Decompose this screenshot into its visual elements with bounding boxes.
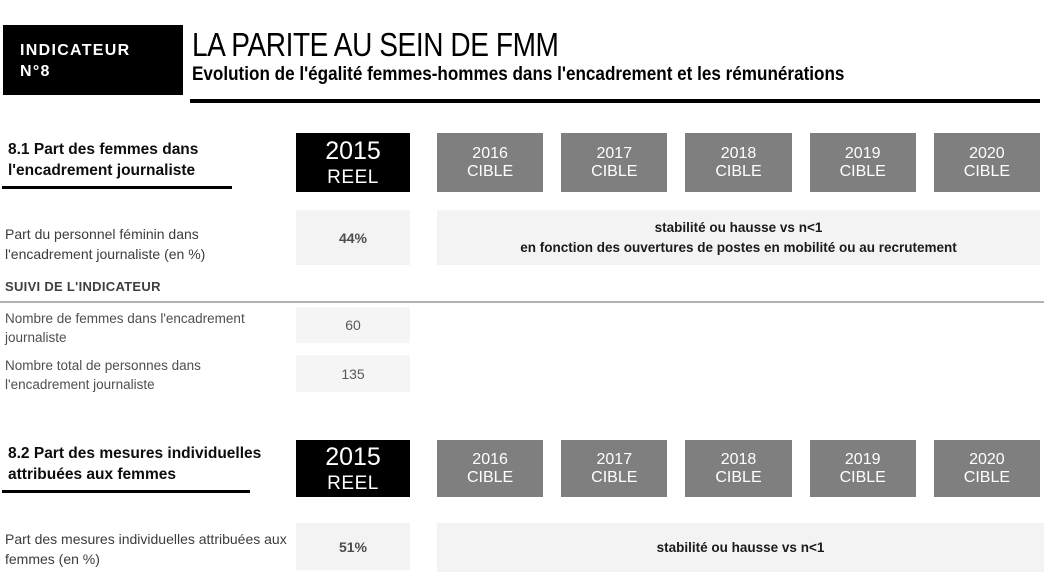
page-title: LA PARITE AU SEIN DE FMM (192, 26, 559, 63)
year-type: CIBLE (591, 468, 638, 486)
title-rule (190, 99, 1040, 103)
year-header-2019-cible: 2019 CIBLE (809, 440, 916, 497)
year-type: CIBLE (839, 162, 886, 180)
year-header-2015-reel: 2015 REEL (296, 440, 410, 497)
year-header-2016-cible: 2016 CIBLE (437, 440, 544, 497)
year-type: REEL (327, 166, 379, 188)
year-type: CIBLE (963, 162, 1011, 180)
target-text-line1: stabilité ou hausse vs n<1 (656, 540, 825, 555)
indicator-8-2-target-cell: stabilité ou hausse vs n<1 (437, 523, 1044, 572)
year-value: 2020 (969, 450, 1005, 468)
year-header-2017-cible: 2017 CIBLE (561, 440, 668, 497)
year-header-2020-cible: 2020 CIBLE (933, 440, 1041, 497)
indicator-number: N°8 (20, 63, 51, 80)
year-type: CIBLE (715, 162, 762, 180)
year-value: 2017 (596, 144, 633, 162)
indicator-8-2-label: Part des mesures individuelles attribuée… (5, 531, 287, 567)
tracking-row-value: 135 (296, 355, 410, 392)
indicator-8-2-real-value: 51% (296, 523, 410, 570)
year-header-2019-cible: 2019 CIBLE (809, 133, 916, 192)
year-value: 2015 (325, 136, 381, 165)
year-header-2017-cible: 2017 CIBLE (561, 133, 668, 192)
year-header-2018-cible: 2018 CIBLE (685, 133, 792, 192)
target-text-line1: stabilité ou hausse vs n<1 (654, 219, 823, 235)
tracking-row-value: 60 (296, 307, 410, 343)
year-type: CIBLE (466, 468, 514, 486)
section-8-1-rule (2, 186, 232, 189)
tracking-rule (0, 301, 1044, 303)
indicator-badge: INDICATEUR N°8 (3, 25, 183, 95)
year-type: CIBLE (466, 162, 514, 180)
indicator-8-1-target-cell: stabilité ou hausse vs n<1 en fonction d… (437, 210, 1040, 265)
tracking-heading: SUIVI DE L'INDICATEUR (5, 279, 161, 294)
year-type: CIBLE (591, 162, 638, 180)
year-value: 2020 (969, 144, 1005, 162)
year-header-2018-cible: 2018 CIBLE (685, 440, 792, 497)
section-8-2-rule (2, 490, 250, 493)
year-value: 2015 (325, 442, 381, 471)
tracking-row-label: Nombre de femmes dans l'encadrement jour… (5, 311, 245, 345)
year-type: REEL (327, 472, 379, 494)
year-header-2015-reel: 2015 REEL (296, 133, 410, 192)
year-header-targets-row-2: 2016 CIBLE 2017 CIBLE 2018 CIBLE 2019 CI… (437, 440, 1041, 497)
year-value: 2018 (720, 144, 757, 162)
section-8-1-title: 8.1 Part des femmes dans l'encadrement j… (8, 141, 199, 179)
indicator-label: INDICATEUR (20, 42, 131, 59)
page-subtitle: Evolution de l'égalité femmes-hommes dan… (192, 64, 845, 85)
year-value: 2016 (472, 450, 508, 468)
target-text-line2: en fonction des ouvertures de postes en … (520, 239, 957, 255)
year-value: 2016 (472, 144, 508, 162)
year-type: CIBLE (963, 468, 1011, 486)
year-header-2016-cible: 2016 CIBLE (437, 133, 544, 192)
year-value: 2018 (720, 450, 757, 468)
section-8-2-title: 8.2 Part des mesures individuelles attri… (8, 445, 262, 483)
indicator-8-1-real-value: 44% (296, 210, 410, 265)
tracking-row-label: Nombre total de personnes dans l'encadre… (5, 358, 201, 392)
year-header-2020-cible: 2020 CIBLE (933, 133, 1041, 192)
year-value: 2019 (844, 144, 881, 162)
year-type: CIBLE (715, 468, 762, 486)
indicator-8-1-label: Part du personnel féminin dans l'encadre… (5, 226, 206, 262)
year-header-targets-row-1: 2016 CIBLE 2017 CIBLE 2018 CIBLE 2019 CI… (437, 133, 1041, 192)
year-value: 2017 (596, 450, 633, 468)
year-value: 2019 (844, 450, 881, 468)
year-type: CIBLE (839, 468, 886, 486)
